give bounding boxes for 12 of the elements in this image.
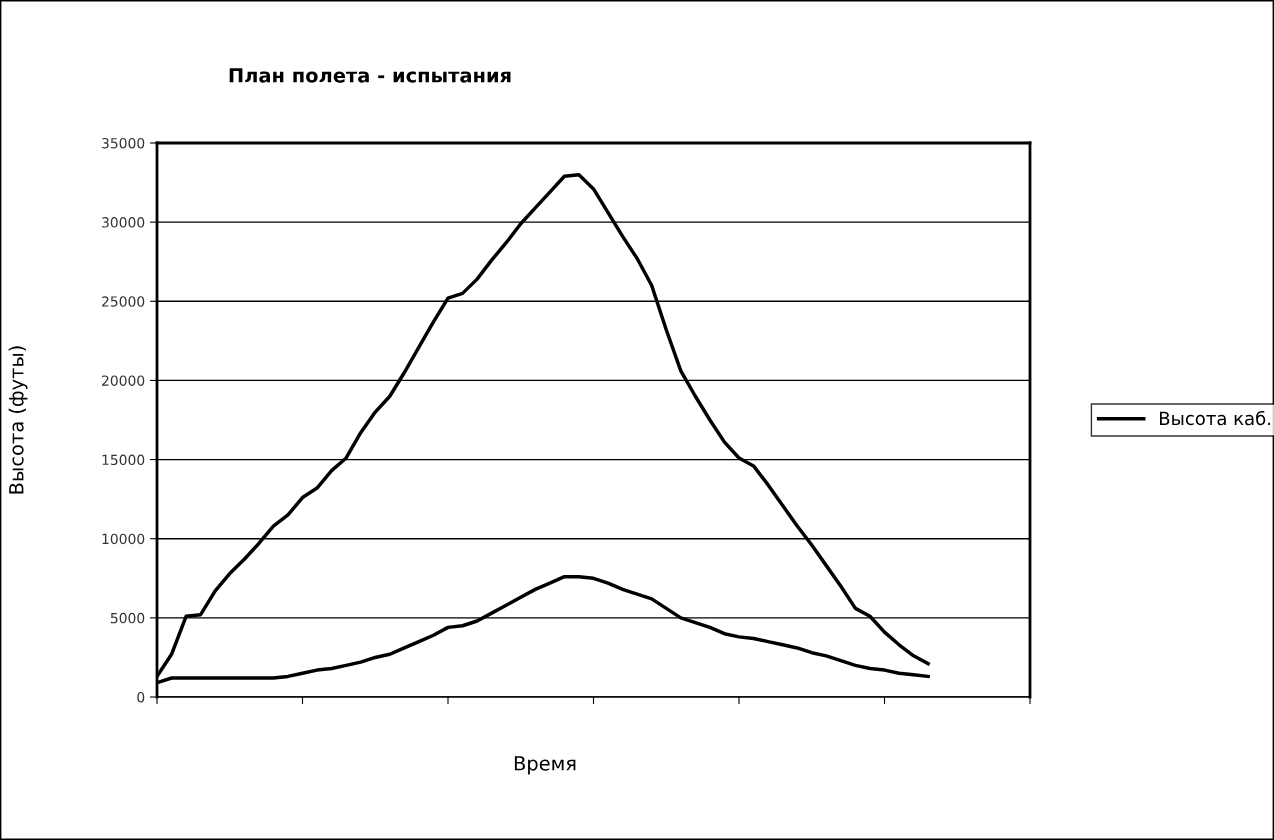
y-axis-title: Высота (футы): [8, 346, 28, 494]
y-tick-label: 20000: [102, 375, 145, 386]
legend-label: Высота каб.: [1159, 410, 1271, 426]
y-tick-label: 15000: [102, 454, 145, 466]
y-tick-label: 0: [137, 691, 145, 703]
y-tick-label: 5000: [110, 612, 145, 624]
y-tick-label: 10000: [102, 533, 145, 545]
x-axis-title: Время: [514, 756, 576, 775]
y-tick-label: 35000: [102, 137, 145, 149]
y-tick-label: 30000: [102, 217, 145, 228]
chart-title: План полета - испытания: [229, 68, 511, 83]
y-tick-label: 25000: [102, 296, 145, 307]
